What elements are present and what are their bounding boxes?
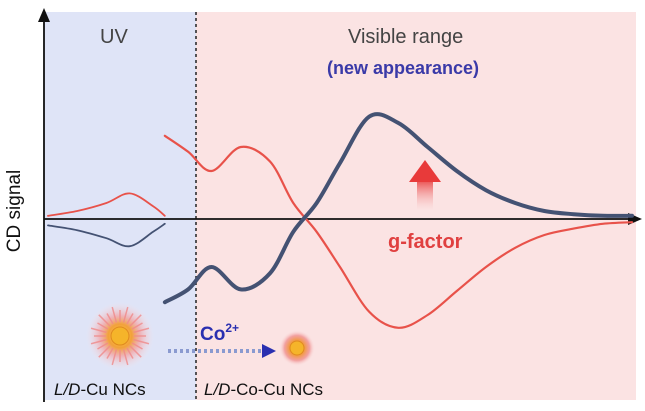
y-axis-label: CD signal xyxy=(2,170,32,252)
nc-ray xyxy=(111,306,118,323)
series-layer xyxy=(47,112,634,329)
nc-ray xyxy=(126,347,134,359)
uv-region-label: UV xyxy=(100,26,128,48)
nc-ray xyxy=(122,306,129,323)
nc-ray xyxy=(106,347,114,359)
y-axis-label-text: CD signal xyxy=(4,169,25,253)
new-appearance-note: (new appearance) xyxy=(327,58,480,78)
series-0-visible-line xyxy=(163,134,634,329)
series-0-uv-line xyxy=(47,192,166,217)
co-cu-nc-icon xyxy=(279,330,315,366)
series-1-visible-line xyxy=(162,112,634,305)
visible-region-label: Visible range xyxy=(348,26,464,48)
co-ion-label: Co2+ xyxy=(200,321,239,345)
nc-ray xyxy=(98,314,111,327)
visible-region-band xyxy=(196,12,636,400)
co-cu-nc-label: L/D-Co-Cu NCs xyxy=(204,380,323,399)
nc-ray xyxy=(122,349,129,366)
nc-ray xyxy=(126,313,134,325)
series-1-uv-line xyxy=(47,222,166,248)
nc-ray xyxy=(111,349,118,366)
nc-ray xyxy=(90,327,107,334)
nc-ray xyxy=(97,322,109,330)
nc-ray xyxy=(97,342,109,350)
nc-ray xyxy=(133,338,150,345)
y-axis-arrowhead xyxy=(38,8,50,22)
nc-ray xyxy=(131,342,143,350)
cu-nc-icon xyxy=(86,302,154,370)
gfactor-arrow-head xyxy=(409,160,441,182)
nc-ray xyxy=(98,345,111,358)
conversion-arrowhead xyxy=(262,344,276,358)
nc-ray xyxy=(106,313,114,325)
nc-ray xyxy=(90,338,107,345)
nc-ray xyxy=(131,322,143,330)
gfactor-label: g-factor xyxy=(388,231,463,253)
nc-ray xyxy=(129,314,142,327)
cu-nc-label: L/D-Cu NCs xyxy=(54,380,146,399)
nc-ray xyxy=(133,327,150,334)
gfactor-arrow-shaft xyxy=(417,178,433,210)
nc-ray xyxy=(129,345,142,358)
